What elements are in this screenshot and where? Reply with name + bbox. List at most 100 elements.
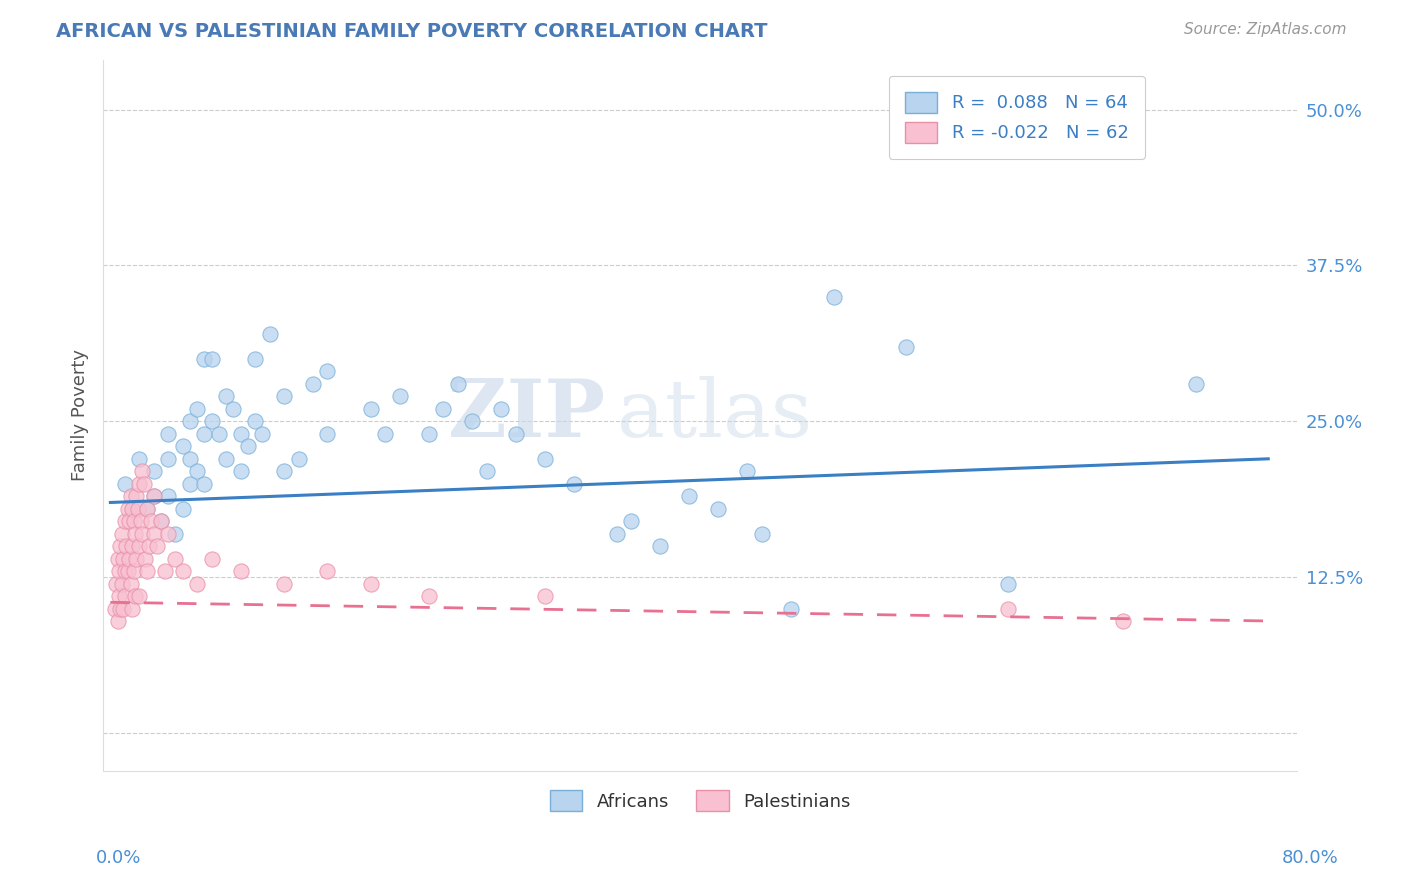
- Point: [418, 589, 440, 603]
- Point: [104, 601, 127, 615]
- Point: [533, 589, 555, 603]
- Point: [222, 401, 245, 416]
- Point: [620, 514, 643, 528]
- Point: [179, 414, 201, 428]
- Point: [107, 614, 129, 628]
- Point: [489, 401, 512, 416]
- Point: [139, 514, 162, 528]
- Point: [135, 501, 157, 516]
- Point: [316, 364, 339, 378]
- Point: [142, 489, 165, 503]
- Point: [132, 476, 155, 491]
- Point: [287, 451, 309, 466]
- Point: [751, 526, 773, 541]
- Point: [155, 564, 177, 578]
- Point: [121, 601, 143, 615]
- Point: [273, 389, 295, 403]
- Point: [896, 339, 918, 353]
- Point: [606, 526, 628, 541]
- Point: [823, 290, 845, 304]
- Point: [114, 564, 136, 578]
- Point: [533, 451, 555, 466]
- Point: [374, 426, 396, 441]
- Y-axis label: Family Poverty: Family Poverty: [72, 349, 89, 481]
- Point: [107, 551, 129, 566]
- Point: [165, 526, 187, 541]
- Text: ZIP: ZIP: [447, 376, 605, 454]
- Point: [108, 589, 131, 603]
- Point: [165, 551, 187, 566]
- Text: 80.0%: 80.0%: [1282, 849, 1339, 867]
- Point: [128, 539, 150, 553]
- Point: [128, 451, 150, 466]
- Point: [316, 426, 339, 441]
- Point: [131, 464, 153, 478]
- Point: [105, 576, 128, 591]
- Point: [997, 576, 1019, 591]
- Point: [150, 514, 173, 528]
- Point: [135, 564, 157, 578]
- Point: [201, 551, 224, 566]
- Point: [779, 601, 801, 615]
- Point: [243, 414, 266, 428]
- Text: 0.0%: 0.0%: [96, 849, 141, 867]
- Point: [562, 476, 585, 491]
- Point: [150, 514, 173, 528]
- Point: [252, 426, 274, 441]
- Point: [124, 526, 146, 541]
- Point: [110, 539, 132, 553]
- Point: [114, 589, 136, 603]
- Point: [273, 464, 295, 478]
- Point: [193, 351, 215, 366]
- Point: [229, 464, 252, 478]
- Point: [134, 551, 156, 566]
- Point: [432, 401, 454, 416]
- Point: [114, 476, 136, 491]
- Point: [229, 564, 252, 578]
- Point: [650, 539, 672, 553]
- Point: [179, 476, 201, 491]
- Point: [229, 426, 252, 441]
- Point: [129, 514, 152, 528]
- Point: [273, 576, 295, 591]
- Point: [121, 501, 143, 516]
- Point: [1112, 614, 1135, 628]
- Point: [243, 351, 266, 366]
- Point: [131, 526, 153, 541]
- Point: [157, 451, 180, 466]
- Text: Source: ZipAtlas.com: Source: ZipAtlas.com: [1184, 22, 1347, 37]
- Point: [125, 489, 148, 503]
- Point: [447, 376, 470, 391]
- Point: [418, 426, 440, 441]
- Point: [118, 551, 141, 566]
- Legend: Africans, Palestinians: Africans, Palestinians: [536, 776, 865, 826]
- Point: [172, 439, 194, 453]
- Point: [157, 489, 180, 503]
- Point: [142, 526, 165, 541]
- Point: [122, 564, 145, 578]
- Point: [118, 514, 141, 528]
- Point: [108, 564, 131, 578]
- Point: [201, 414, 224, 428]
- Point: [997, 601, 1019, 615]
- Text: AFRICAN VS PALESTINIAN FAMILY POVERTY CORRELATION CHART: AFRICAN VS PALESTINIAN FAMILY POVERTY CO…: [56, 22, 768, 41]
- Point: [114, 514, 136, 528]
- Point: [259, 327, 281, 342]
- Point: [316, 564, 339, 578]
- Point: [186, 576, 208, 591]
- Point: [121, 501, 143, 516]
- Point: [117, 501, 139, 516]
- Point: [172, 564, 194, 578]
- Point: [505, 426, 527, 441]
- Point: [112, 551, 135, 566]
- Point: [735, 464, 758, 478]
- Point: [135, 501, 157, 516]
- Point: [145, 539, 167, 553]
- Point: [707, 501, 730, 516]
- Point: [172, 501, 194, 516]
- Point: [193, 426, 215, 441]
- Point: [110, 601, 132, 615]
- Point: [115, 539, 138, 553]
- Point: [111, 526, 134, 541]
- Point: [208, 426, 231, 441]
